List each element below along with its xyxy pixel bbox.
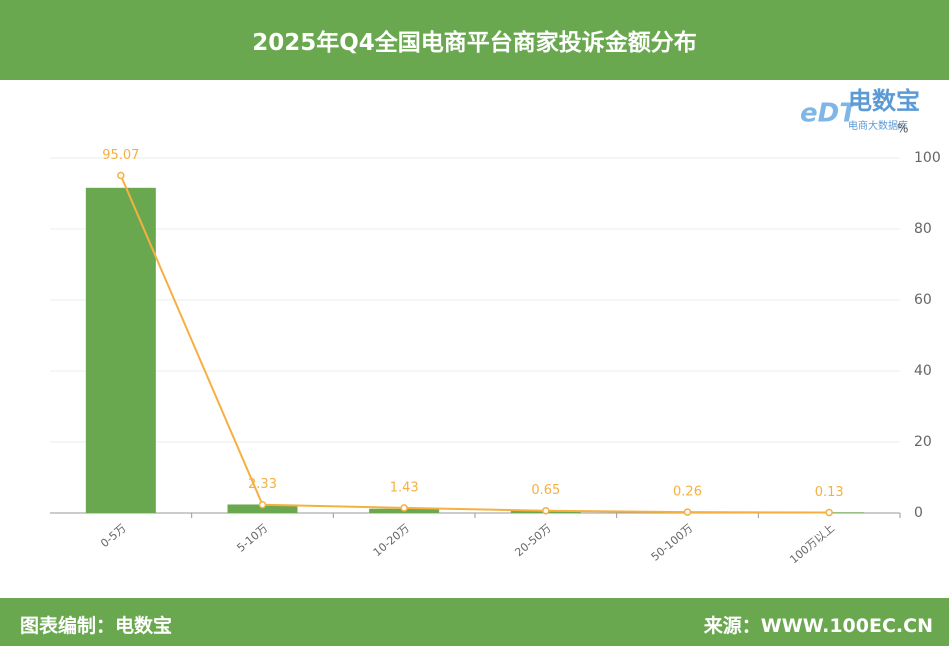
y-tick-label: 80 xyxy=(914,221,932,237)
bar xyxy=(85,187,156,513)
y-tick-label: 40 xyxy=(914,363,932,379)
y-tick-label: 0 xyxy=(914,505,923,521)
y-tick-label: 60 xyxy=(914,292,932,308)
logo-mark: eDT xyxy=(800,99,859,129)
x-tick-label: 100万以上 xyxy=(787,522,837,567)
value-label: 0.65 xyxy=(531,483,560,498)
point xyxy=(825,508,833,517)
x-tick-label: 20-50万 xyxy=(512,522,553,560)
title: 2025年Q4全国电商平台商家投诉金额分布 xyxy=(252,30,697,56)
x-tick-label: 5-10万 xyxy=(234,522,270,555)
chart: eDT 电数宝 电商大数据库 % 0 20 40 60 80 100 0-5万 5-10万 10… xyxy=(50,87,941,567)
line xyxy=(119,175,830,514)
footer: 图表编制：电数宝 来源：WWW.100EC.CN xyxy=(0,598,949,646)
footer-left: 图表编制：电数宝 xyxy=(20,615,173,637)
value-label: 95.07 xyxy=(102,148,139,163)
bar xyxy=(227,504,298,513)
value-label: 1.43 xyxy=(390,480,419,495)
y-unit: % xyxy=(897,122,908,136)
value-label: 0.13 xyxy=(815,485,844,500)
y-tick-label: 20 xyxy=(914,434,932,450)
x-tick-label: 0-5万 xyxy=(98,522,129,551)
point xyxy=(117,171,125,180)
point xyxy=(400,504,408,512)
x-tick-label: 10-20万 xyxy=(371,522,412,560)
x-tick-label: 50-100万 xyxy=(649,522,696,564)
point xyxy=(683,508,692,516)
value-label: 2.33 xyxy=(248,477,277,492)
y-tick-label: 100 xyxy=(914,150,941,166)
footer-right: 来源：WWW.100EC.CN xyxy=(703,615,933,637)
point xyxy=(542,506,550,515)
header: 2025年Q4全国电商平台商家投诉金额分布 xyxy=(0,0,949,80)
logo-name: 电数宝 xyxy=(848,87,920,115)
value-label: 0.26 xyxy=(673,485,702,500)
point xyxy=(258,500,267,509)
logo-subtitle: 电商大数据库 xyxy=(848,119,908,132)
